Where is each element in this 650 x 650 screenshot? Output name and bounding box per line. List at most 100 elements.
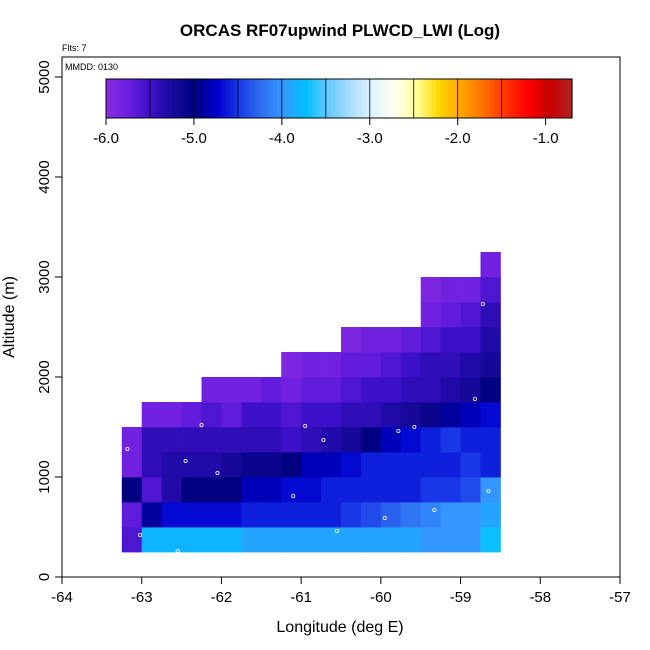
heat-cell	[380, 452, 402, 478]
heat-cell	[121, 502, 143, 528]
sample-point	[125, 446, 130, 451]
y-tick-label: 0	[36, 573, 53, 581]
heat-cell	[380, 502, 402, 528]
sample-point	[138, 533, 143, 538]
heat-cell	[440, 327, 461, 353]
heat-cell	[400, 452, 422, 478]
colorbar-segment	[478, 79, 484, 118]
heat-cell	[380, 377, 402, 403]
colorbar-segment	[245, 79, 251, 118]
heat-cell	[360, 527, 382, 553]
colorbar-segment	[552, 79, 558, 118]
sample-point	[239, 557, 244, 562]
colorbar-segment	[494, 79, 499, 118]
colorbar-segment	[408, 79, 414, 118]
heat-cell	[341, 477, 362, 503]
colorbar-segment	[416, 79, 422, 118]
heat-cell	[321, 477, 342, 503]
heat-cell	[181, 477, 202, 503]
heat-cell	[141, 502, 163, 528]
colorbar-segment	[335, 79, 340, 118]
y-tick-label: 5000	[36, 60, 53, 93]
sample-point	[215, 470, 220, 475]
x-axis-label: Longitude (deg E)	[276, 619, 403, 636]
heat-cell	[360, 477, 382, 503]
heat-cell	[460, 277, 481, 303]
colorbar-segment	[280, 79, 286, 118]
heat-cell	[360, 352, 382, 378]
heatmap-cells	[121, 252, 501, 553]
heat-cell	[121, 452, 143, 478]
heat-cell	[420, 502, 442, 528]
heat-cell	[161, 452, 182, 478]
heat-cell	[321, 377, 342, 403]
heat-cell	[141, 427, 163, 453]
colorbar-segment	[467, 79, 472, 118]
heat-cell	[181, 452, 202, 478]
heat-cell	[161, 527, 182, 553]
colorbar-segment	[117, 79, 123, 118]
sample-point	[446, 559, 451, 564]
sample-point	[432, 507, 437, 512]
heat-cell	[241, 377, 262, 403]
colorbar-segment	[564, 79, 569, 118]
heat-cell	[480, 252, 501, 278]
heat-cell	[221, 377, 242, 403]
heat-cell	[480, 502, 501, 528]
heat-cell	[341, 452, 362, 478]
sample-point	[335, 529, 340, 534]
colorbar-segment	[533, 79, 538, 118]
heat-cell	[281, 377, 302, 403]
colorbar-tick-label: -3.0	[357, 130, 383, 147]
heat-cell	[460, 452, 481, 478]
colorbar-segment	[265, 79, 270, 118]
heat-cell	[221, 452, 242, 478]
colorbar-segment	[568, 79, 573, 118]
heat-cell	[480, 352, 501, 378]
sample-point	[482, 559, 487, 564]
heat-cell	[261, 377, 282, 403]
colorbar-segment	[420, 79, 426, 118]
x-tick-label: -60	[370, 589, 392, 606]
colorbar-segment	[350, 79, 356, 118]
colorbar-segment	[463, 79, 468, 118]
colorbar-segment	[428, 79, 433, 118]
sample-point	[472, 396, 477, 401]
heat-cell	[480, 327, 501, 353]
heat-cell	[420, 352, 442, 378]
heat-cell	[341, 527, 362, 553]
chart-title: ORCAS RF07upwind PLWCD_LWI (Log)	[180, 21, 500, 40]
x-axis: -64 -63 -62 -61 -60 -59 -58 -57	[51, 577, 631, 606]
colorbar-segment	[269, 79, 274, 118]
colorbar-segment	[459, 79, 464, 118]
colorbar-segment	[401, 79, 406, 118]
heat-cell	[321, 427, 342, 453]
colorbar-segment	[241, 79, 247, 118]
colorbar-segment	[447, 79, 453, 118]
heat-cell	[301, 427, 322, 453]
heat-cell	[281, 527, 302, 553]
colorbar-segment	[502, 79, 507, 118]
heat-cell	[321, 402, 342, 428]
heat-cell	[341, 377, 362, 403]
heat-cell	[480, 377, 501, 403]
colorbar-segment	[218, 79, 224, 118]
x-tick-label: -62	[211, 589, 233, 606]
heat-cell	[261, 402, 282, 428]
heat-cell	[221, 527, 242, 553]
heat-cell	[301, 502, 322, 528]
colorbar-tick-label: -1.0	[533, 130, 559, 147]
colorbar-segment	[389, 79, 394, 118]
heat-cell	[400, 377, 422, 403]
colorbar-segment	[385, 79, 391, 118]
colorbar-tick-label: -4.0	[269, 130, 295, 147]
colorbar-segment	[373, 79, 379, 118]
heat-cell	[341, 402, 362, 428]
heat-cell	[420, 377, 442, 403]
heat-cell	[321, 527, 342, 553]
heat-cell	[420, 302, 442, 328]
sample-point	[199, 422, 204, 427]
sample-point	[321, 437, 326, 442]
heat-cell	[261, 527, 282, 553]
sample-points	[125, 301, 491, 564]
